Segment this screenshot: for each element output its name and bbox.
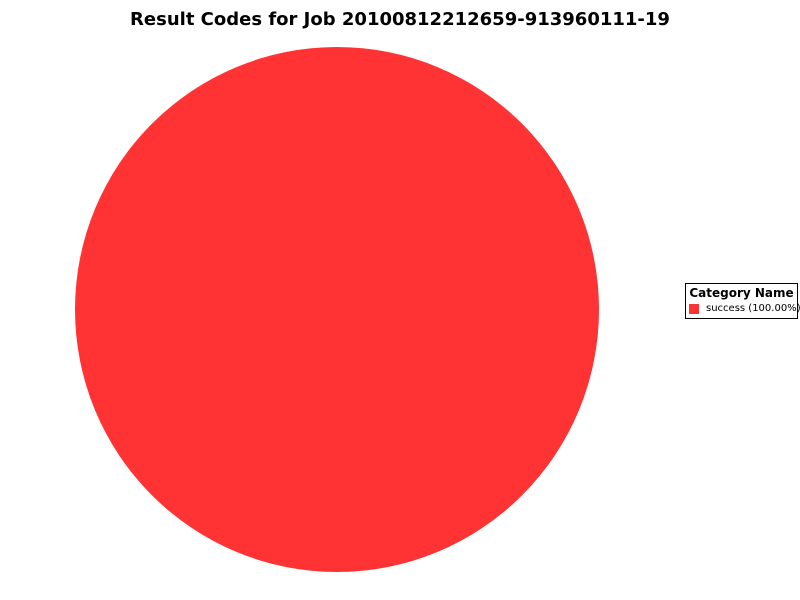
chart-title: Result Codes for Job 20100812212659-9139…	[130, 9, 670, 30]
legend-box: Category Name success (100.00%)	[685, 283, 800, 319]
legend-entry: success (100.00%)	[687, 303, 800, 315]
legend-swatch-success	[689, 304, 699, 314]
pie-slice-success	[75, 47, 599, 572]
legend-title: Category Name	[689, 286, 794, 300]
legend-entry-label: success (100.00%)	[706, 303, 800, 314]
pie-plot-area	[75, 47, 599, 572]
